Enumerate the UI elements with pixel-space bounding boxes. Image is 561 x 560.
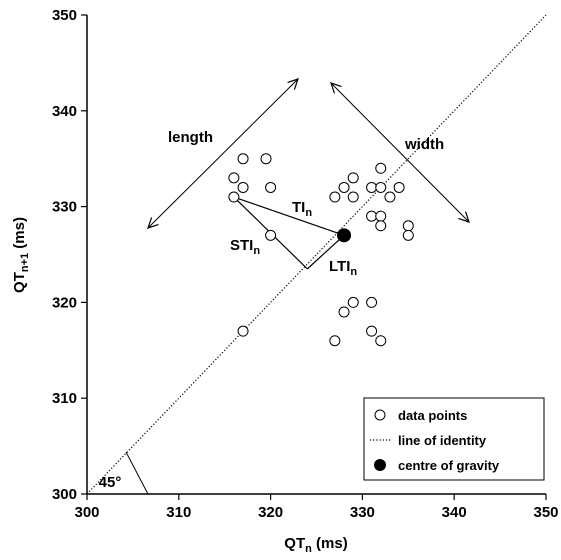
lti-segment	[306, 234, 345, 270]
legend-label-data-points: data points	[398, 408, 467, 423]
x-tick-label: 330	[350, 504, 375, 521]
x-tick-label: 350	[533, 504, 558, 521]
y-tick-label: 330	[52, 199, 77, 216]
ti-label: TIn	[292, 199, 312, 219]
data-point	[347, 191, 359, 203]
legend-marker-data-points	[374, 409, 386, 421]
data-point	[347, 172, 359, 184]
data-point	[366, 325, 378, 337]
length-arrow	[148, 79, 298, 228]
data-point	[237, 153, 249, 165]
data-point	[366, 210, 378, 222]
data-point	[265, 229, 277, 241]
legend-label-centre-of-gravity: centre of gravity	[398, 458, 500, 473]
width-arrow	[331, 83, 469, 222]
length-label: length	[168, 129, 213, 146]
data-point	[375, 220, 387, 232]
x-tick-label: 310	[166, 504, 191, 521]
data-point	[366, 296, 378, 308]
x-tick-label: 320	[258, 504, 283, 521]
data-point	[375, 181, 387, 193]
annotation-arrows	[148, 79, 469, 228]
data-point	[338, 181, 350, 193]
data-point	[366, 181, 378, 193]
centre-of-gravity-point	[337, 228, 352, 243]
data-point	[393, 181, 405, 193]
legend-marker-centre-of-gravity	[374, 459, 386, 471]
y-tick-label: 350	[52, 7, 77, 24]
legend: data points line of identity centre of g…	[363, 397, 545, 481]
data-point	[329, 335, 341, 347]
data-point	[402, 229, 414, 241]
plot-area	[86, 15, 546, 495]
lti-label: LTIn	[329, 258, 357, 278]
data-point	[375, 210, 387, 222]
legend-label-identity-line: line of identity	[398, 433, 487, 448]
y-tick-label: 300	[52, 486, 77, 503]
data-point	[265, 181, 277, 193]
data-point	[228, 172, 240, 184]
y-tick-label: 320	[52, 294, 77, 311]
data-point	[228, 191, 240, 203]
ti-segment	[233, 196, 345, 236]
y-tick-label: 340	[52, 103, 77, 120]
legend-box	[363, 397, 545, 481]
data-point	[237, 181, 249, 193]
x-tick-label: 340	[442, 504, 467, 521]
data-point	[237, 325, 249, 337]
data-point	[375, 335, 387, 347]
data-point	[375, 162, 387, 174]
width-label: width	[404, 136, 444, 153]
angle-label: 45°	[99, 474, 122, 491]
data-point	[329, 191, 341, 203]
data-point	[338, 306, 350, 318]
angle-marker	[125, 451, 149, 495]
y-tick-label: 310	[52, 390, 77, 407]
data-point	[260, 153, 272, 165]
x-axis-title: QTn (ms)	[284, 535, 347, 555]
data-point	[347, 296, 359, 308]
data-point	[384, 191, 396, 203]
sti-label: STIn	[230, 237, 260, 257]
x-tick-label: 300	[74, 504, 99, 521]
y-axis-title: QTn+1 (ms)	[11, 217, 31, 293]
data-point	[402, 220, 414, 232]
